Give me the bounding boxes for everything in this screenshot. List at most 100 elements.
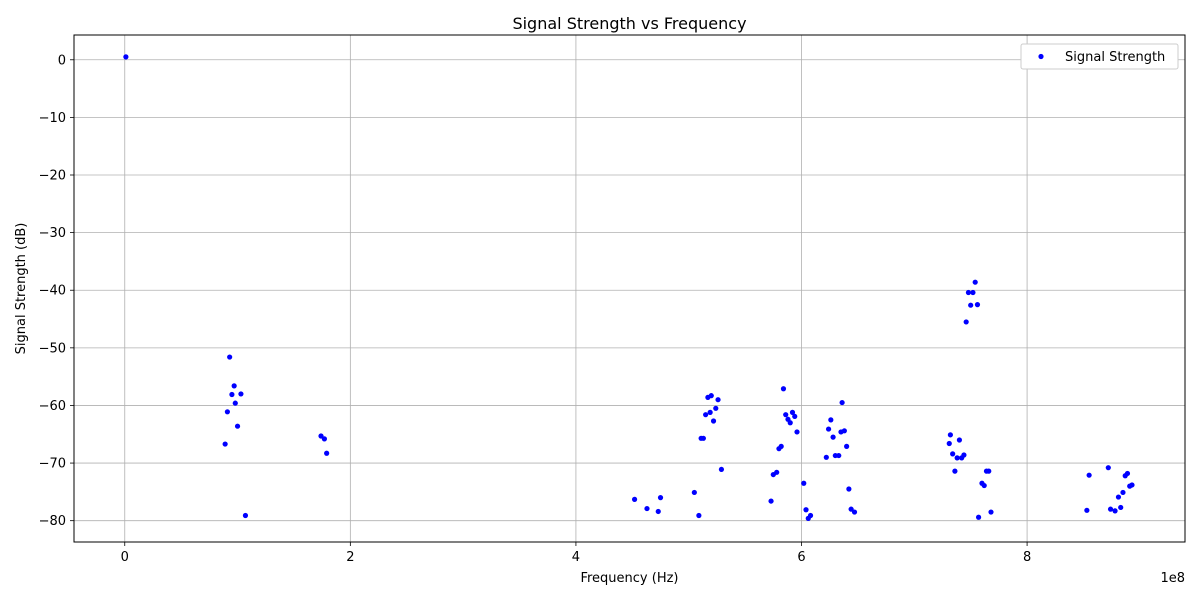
y-tick-label: −40: [39, 284, 66, 299]
y-tick-label: 0: [58, 53, 66, 68]
legend-marker: [1038, 53, 1044, 60]
data-point: [839, 399, 845, 406]
data-point: [1118, 504, 1124, 511]
x-tick-label: 0: [121, 550, 129, 565]
data-point: [836, 452, 842, 459]
data-point: [828, 417, 834, 423]
data-point: [324, 450, 330, 456]
data-point: [950, 451, 956, 457]
data-point: [655, 508, 661, 515]
data-point: [952, 468, 958, 474]
x-tick-label: 6: [797, 550, 805, 565]
data-point: [848, 506, 854, 512]
data-point: [794, 429, 800, 435]
data-point: [657, 495, 664, 501]
data-point: [1105, 465, 1111, 471]
data-point: [965, 289, 972, 296]
chart-title: Signal Strength vs Frequency: [512, 14, 746, 33]
data-point: [703, 412, 709, 418]
data-point: [224, 409, 230, 415]
x-tick-label: 2: [346, 550, 354, 565]
data-point: [807, 512, 814, 519]
data-point: [844, 443, 850, 449]
y-axis-ticks: 0 −10 −20 −30 −40 −50 −60 −70 −80: [39, 53, 74, 529]
data-point: [1107, 506, 1114, 512]
x-axis-label: Frequency (Hz): [580, 571, 678, 586]
data-point: [961, 452, 967, 458]
y-tick-label: −70: [39, 457, 66, 472]
data-point: [841, 428, 847, 434]
data-point: [851, 509, 858, 515]
y-tick-label: −20: [39, 169, 66, 184]
data-point: [708, 393, 714, 399]
x-axis-ticks: 0 2 4 6 8: [121, 542, 1031, 565]
data-point: [988, 509, 994, 515]
data-point: [792, 413, 798, 420]
data-point: [972, 279, 978, 285]
data-point: [696, 512, 702, 519]
data-point: [318, 433, 324, 439]
data-point: [321, 436, 327, 442]
data-point: [718, 466, 725, 473]
data-point: [963, 319, 969, 325]
data-point: [691, 489, 697, 496]
data-point: [801, 480, 807, 486]
data-point: [974, 302, 981, 308]
data-point: [778, 443, 784, 449]
data-point: [975, 514, 982, 520]
y-tick-label: −60: [39, 399, 66, 414]
data-point: [968, 302, 974, 308]
data-point: [231, 383, 237, 389]
y-tick-label: −50: [39, 341, 66, 356]
data-point: [1120, 489, 1126, 496]
data-point: [222, 441, 228, 447]
data-point: [981, 482, 987, 489]
legend-label: Signal Strength: [1065, 50, 1165, 65]
legend: Signal Strength: [1020, 43, 1179, 70]
y-tick-label: −80: [39, 514, 66, 529]
data-point: [232, 400, 238, 406]
data-point: [713, 405, 719, 411]
x-tick-label: 4: [572, 550, 580, 565]
data-point: [830, 434, 836, 440]
data-point: [768, 498, 774, 504]
data-point: [946, 440, 952, 447]
data-point: [707, 409, 713, 415]
data-point: [229, 391, 235, 398]
data-point: [846, 486, 852, 492]
data-point: [803, 507, 809, 513]
data-point: [700, 435, 706, 441]
x-tick-label: 8: [1023, 550, 1031, 565]
data-point: [1115, 494, 1122, 500]
data-point: [780, 386, 787, 392]
data-point: [715, 397, 721, 403]
data-point: [644, 505, 650, 512]
data-point: [1086, 472, 1092, 478]
data-point: [825, 426, 832, 432]
y-tick-label: −10: [39, 111, 66, 126]
y-axis-label: Signal Strength (dB): [14, 223, 29, 355]
data-point: [774, 469, 780, 475]
data-point: [1124, 470, 1131, 477]
data-point: [234, 423, 241, 429]
data-point: [787, 420, 793, 426]
data-point: [242, 512, 249, 519]
y-tick-label: −30: [39, 226, 66, 241]
data-point: [1112, 508, 1118, 514]
data-point: [970, 289, 976, 296]
grid: [74, 35, 1185, 542]
legend-box: [1020, 43, 1179, 70]
data-point: [789, 409, 796, 415]
data-point: [823, 454, 829, 460]
x-axis-offset-label: 1e8: [1160, 571, 1185, 586]
data-points: [123, 54, 1135, 521]
data-point: [1129, 482, 1135, 488]
data-point: [1084, 507, 1090, 513]
data-point: [227, 354, 233, 360]
plot-frame: [73, 34, 1186, 543]
data-point: [954, 455, 960, 461]
data-point: [710, 418, 717, 424]
data-point: [956, 437, 963, 443]
